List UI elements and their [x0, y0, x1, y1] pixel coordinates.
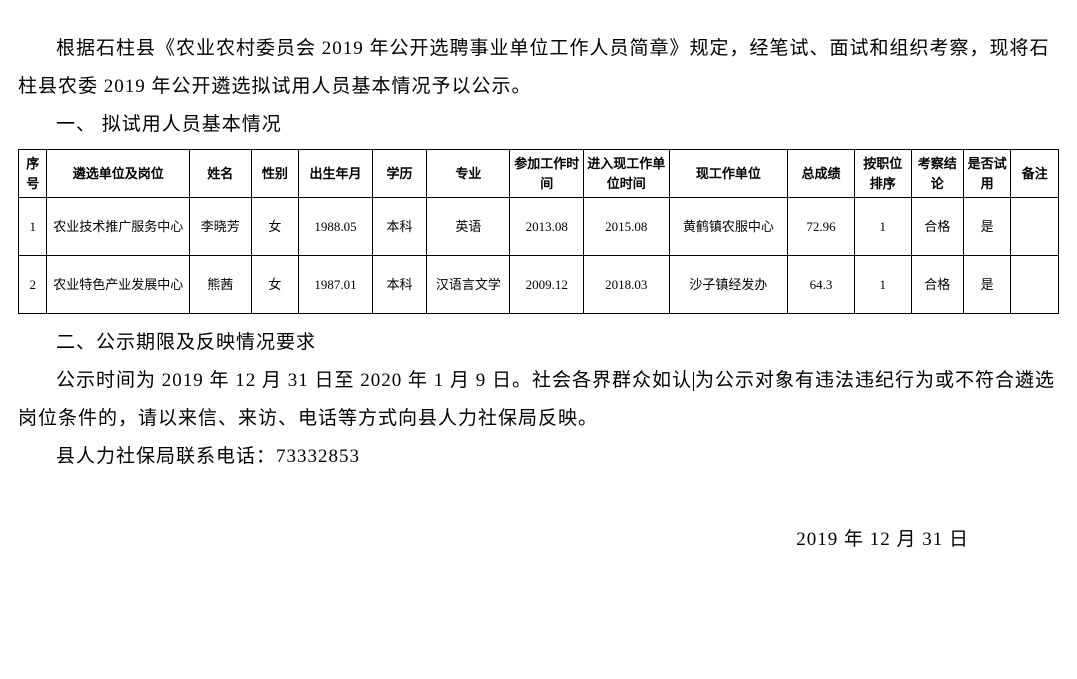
cell-seq: 1 [19, 198, 47, 256]
header-edu: 学历 [372, 150, 427, 198]
header-birth: 出生年月 [299, 150, 373, 198]
personnel-table: 序号 遴选单位及岗位 姓名 性别 出生年月 学历 专业 参加工作时间 进入现工作… [18, 149, 1059, 314]
section1-header: 一、 拟试用人员基本情况 [18, 106, 1059, 144]
para-part-a: 公示时间为 2019 年 12 月 31 日至 2020 年 1 月 9 日。社… [56, 370, 692, 391]
header-unit: 遴选单位及岗位 [47, 150, 189, 198]
table-header-row: 序号 遴选单位及岗位 姓名 性别 出生年月 学历 专业 参加工作时间 进入现工作… [19, 150, 1059, 198]
cell-rank: 1 [854, 198, 911, 256]
date-line: 2019 年 12 月 31 日 [18, 524, 1059, 551]
intro-paragraph: 根据石柱县《农业农村委员会 2019 年公开选聘事业单位工作人员简章》规定，经笔… [18, 30, 1059, 106]
cell-edu: 本科 [372, 198, 427, 256]
header-gender: 性别 [251, 150, 298, 198]
header-seq: 序号 [19, 150, 47, 198]
cell-currenttime: 2018.03 [584, 256, 669, 314]
cell-currentunit: 黄鹤镇农服中心 [669, 198, 788, 256]
header-currenttime: 进入现工作单位时间 [584, 150, 669, 198]
cell-note [1011, 256, 1059, 314]
cell-currenttime: 2015.08 [584, 198, 669, 256]
cell-major: 英语 [427, 198, 510, 256]
header-result: 考察结论 [911, 150, 963, 198]
cell-gender: 女 [251, 198, 298, 256]
cell-score: 72.96 [788, 198, 854, 256]
cell-worktime: 2013.08 [510, 198, 584, 256]
cell-unit: 农业特色产业发展中心 [47, 256, 189, 314]
cell-major: 汉语言文学 [427, 256, 510, 314]
section2-header: 二、公示期限及反映情况要求 [18, 324, 1059, 362]
cell-rank: 1 [854, 256, 911, 314]
cell-edu: 本科 [372, 256, 427, 314]
header-name: 姓名 [189, 150, 251, 198]
header-worktime: 参加工作时间 [510, 150, 584, 198]
header-major: 专业 [427, 150, 510, 198]
cell-result: 合格 [911, 256, 963, 314]
section2-paragraph: 公示时间为 2019 年 12 月 31 日至 2020 年 1 月 9 日。社… [18, 362, 1059, 438]
cell-gender: 女 [251, 256, 298, 314]
cell-name: 李晓芳 [189, 198, 251, 256]
cell-worktime: 2009.12 [510, 256, 584, 314]
table-row: 2农业特色产业发展中心熊茜女1987.01本科汉语言文学2009.122018.… [19, 256, 1059, 314]
header-rank: 按职位排序 [854, 150, 911, 198]
cell-trial: 是 [963, 198, 1010, 256]
table-body: 1农业技术推广服务中心李晓芳女1988.05本科英语2013.082015.08… [19, 198, 1059, 314]
cell-seq: 2 [19, 256, 47, 314]
text-cursor [693, 372, 694, 391]
cell-score: 64.3 [788, 256, 854, 314]
header-score: 总成绩 [788, 150, 854, 198]
contact-line: 县人力社保局联系电话：73332853 [18, 438, 1059, 476]
cell-result: 合格 [911, 198, 963, 256]
cell-birth: 1987.01 [299, 256, 373, 314]
header-trial: 是否试用 [963, 150, 1010, 198]
cell-birth: 1988.05 [299, 198, 373, 256]
cell-currentunit: 沙子镇经发办 [669, 256, 788, 314]
cell-unit: 农业技术推广服务中心 [47, 198, 189, 256]
cell-trial: 是 [963, 256, 1010, 314]
header-currentunit: 现工作单位 [669, 150, 788, 198]
table-row: 1农业技术推广服务中心李晓芳女1988.05本科英语2013.082015.08… [19, 198, 1059, 256]
cell-note [1011, 198, 1059, 256]
header-note: 备注 [1011, 150, 1059, 198]
cell-name: 熊茜 [189, 256, 251, 314]
